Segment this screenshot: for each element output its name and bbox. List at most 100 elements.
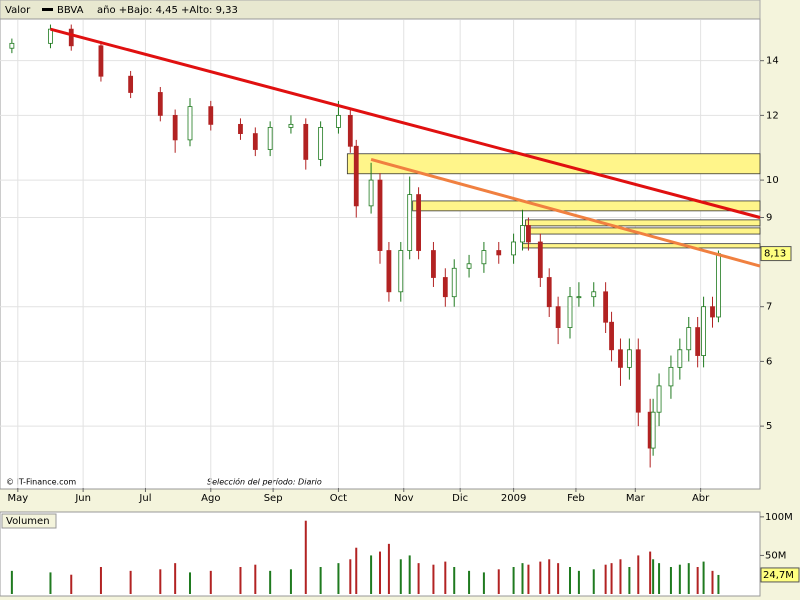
candle-body (252, 133, 258, 150)
period: Selección del período: Diario (207, 477, 322, 487)
x-tick-label: Oct (330, 493, 347, 504)
y-tick-label: 6 (766, 356, 772, 367)
y-tick-label: 9 (766, 212, 772, 223)
candle-body (626, 349, 632, 368)
volume-bar (129, 570, 132, 594)
x-tick-label: Feb (567, 493, 585, 504)
candle-body (386, 250, 392, 293)
x-tick-label: Mar (626, 493, 646, 504)
zone-band (412, 200, 761, 212)
volume-bar (696, 567, 699, 594)
candle-body (537, 241, 543, 278)
volume-bar (269, 570, 272, 594)
volume-bar (678, 564, 681, 594)
volume-bar (592, 569, 595, 594)
candle-body (710, 306, 715, 318)
trend-line (50, 27, 761, 219)
candle-body (208, 106, 214, 125)
y-tick-label: 7 (766, 302, 772, 313)
candle-body (567, 296, 573, 328)
volume-bar (99, 567, 102, 594)
x-tick-label: Ago (201, 493, 220, 504)
header-symbol: BBVA (57, 5, 84, 16)
x-tick-label: Sep (264, 493, 283, 504)
volume-bar (610, 563, 613, 594)
volume-bar (548, 559, 551, 594)
candle-body (591, 291, 597, 298)
candle-body (668, 366, 674, 387)
volume-bar (349, 559, 352, 594)
volume-bar (711, 570, 714, 594)
volume-bar (604, 564, 607, 594)
y-tick-label: 5 (766, 421, 772, 432)
volume-bar (379, 551, 381, 594)
y-tick-label: 100M (765, 512, 793, 523)
volume-bar (304, 520, 307, 594)
source: © IT-Finance.com (6, 478, 76, 487)
volume-bar (289, 569, 292, 594)
candle-body (716, 253, 721, 318)
trend-line (370, 157, 761, 268)
zone-band (525, 219, 761, 227)
volume-bar (337, 563, 340, 594)
volume-bar (702, 561, 705, 594)
candle-body (98, 45, 104, 77)
volume-bar (239, 567, 242, 594)
volume-bar (408, 555, 411, 594)
volume-bar (49, 572, 52, 594)
candle-body (368, 179, 374, 207)
x-tick-label: Dic (452, 493, 468, 504)
candle-body (546, 277, 552, 308)
legend-swatch (42, 8, 53, 11)
volume-bar (70, 574, 73, 594)
y-tick-label: 10 (766, 175, 779, 186)
volume-bar (209, 570, 212, 594)
x-tick-label: Nov (394, 493, 414, 504)
candle-body (520, 225, 525, 243)
volume-bar (717, 574, 720, 594)
candle-body (172, 114, 178, 141)
volume-bar (539, 561, 542, 594)
candle-body (288, 123, 294, 128)
y-tick-label: 50M (765, 550, 786, 561)
volume-bar (628, 567, 631, 594)
y-tick-label: 12 (766, 110, 779, 121)
candle-body (267, 127, 273, 150)
volume-bar (254, 564, 257, 594)
candle-body (431, 250, 436, 278)
candle-body (677, 349, 683, 368)
candle-body (656, 385, 662, 413)
candle-body (128, 75, 134, 93)
volume-bar (174, 563, 177, 594)
candle-body (576, 296, 582, 299)
volume-bar (637, 555, 640, 594)
volume-bar (482, 572, 485, 594)
volume-bar (527, 564, 530, 594)
candle-body (618, 349, 623, 368)
candle-body (303, 123, 309, 160)
candle-body (701, 306, 706, 356)
volume-bar (577, 570, 580, 594)
volume-bar (658, 563, 661, 594)
volume-bar (453, 567, 456, 594)
candle-body (407, 194, 413, 251)
candle-body (318, 127, 324, 160)
volume-bar (557, 563, 560, 594)
volume-bar (468, 570, 471, 594)
candle-body (650, 411, 656, 449)
candle-body (238, 123, 243, 134)
header-range: año +Bajo: 4,45 +Alto: 9,33 (97, 5, 238, 16)
volume-bar (669, 567, 672, 594)
candle-body (416, 194, 421, 251)
candle-body (526, 225, 531, 243)
volume-bar (444, 561, 447, 594)
volume-title: Volumen (6, 516, 50, 527)
candle-body (466, 263, 472, 269)
candle-body (695, 327, 701, 356)
volume-bar (619, 559, 622, 594)
volume-bar (355, 547, 358, 594)
volume-bar (399, 559, 402, 594)
candle-body (442, 277, 448, 298)
candle-body (481, 250, 487, 265)
